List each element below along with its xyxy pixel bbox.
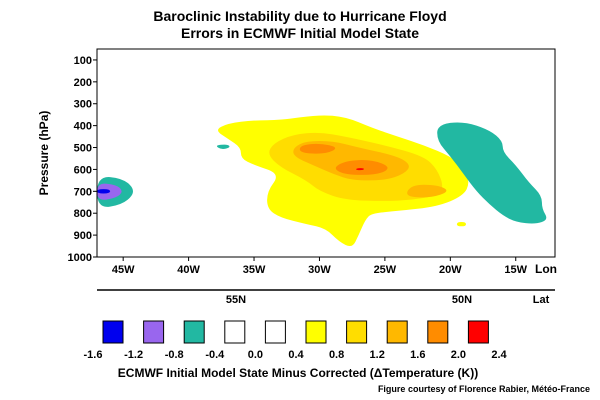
legend-swatch [224,320,246,344]
legend-swatch [427,320,449,344]
latitude-axis: 55N 50N Lat [97,289,555,306]
lat-label: Lat [533,294,550,306]
y-tick-label: 900 [74,230,92,242]
legend-swatch [102,320,124,344]
x-tick-label: 20W [439,264,462,276]
legend-tick-label: -1.6 [84,349,103,361]
contour-region [299,143,336,154]
x-tick-label: 45W [112,264,135,276]
legend-swatch [467,320,489,344]
contour-region [97,189,111,194]
contour-region [437,122,547,224]
legend-tick-label: 1.6 [410,349,425,361]
legend-tick-label: 2.0 [451,349,466,361]
y-tick-label: 300 [74,99,92,111]
lon-label: Lon [535,262,557,276]
figure-credit: Figure courtesy of Florence Rabier, Mété… [378,384,590,394]
chart-title: Baroclinic Instability due to Hurricane … [153,8,446,24]
legend-swatch [346,320,368,344]
chart-subtitle: Errors in ECMWF Initial Model State [181,25,419,41]
y-axis: 100 200 300 400 500 600 700 800 900 1000 [68,55,97,264]
legend-swatch [143,320,165,344]
legend-tick-label: -0.8 [165,349,184,361]
legend-swatch [305,320,327,344]
contour-region [356,168,364,171]
y-tick-label: 200 [74,77,92,89]
y-tick-label: 1000 [68,252,92,264]
contour-region [335,160,388,175]
legend-tick-label: 0.4 [288,349,304,361]
y-tick-label: 400 [74,121,92,133]
y-tick-label: 700 [74,186,92,198]
legend-tick-label: -1.2 [124,349,143,361]
legend-tick-label: 1.2 [370,349,385,361]
y-tick-label: 600 [74,164,92,176]
x-tick-label: 40W [177,264,200,276]
y-tick-label: 100 [74,55,92,67]
legend-tick-label: 0.8 [329,349,344,361]
y-tick-label: 800 [74,208,92,220]
legend-swatch [386,320,408,344]
x-tick-label: 30W [308,264,331,276]
legend-tick-label: 0.0 [248,349,263,361]
legend-swatch [183,320,205,344]
x-tick-label: 15W [504,264,527,276]
lat-tick-55n: 55N [226,294,246,306]
y-tick-label: 500 [74,143,92,155]
lat-tick-50n: 50N [452,294,472,306]
legend-tick-label: 2.4 [491,349,507,361]
x-tick-label: 35W [243,264,266,276]
plot-frame [96,48,556,258]
contour-region [216,144,230,149]
x-tick-label: 25W [374,264,397,276]
plot-area [96,48,556,258]
contour-regions [97,115,547,247]
contour-region [407,184,447,198]
legend-swatch [264,320,286,344]
y-axis-label: Pressure (hPa) [37,111,51,196]
color-legend: -1.6 -1.2 -0.8 -0.4 0.0 0.4 0.8 1.2 1.6 2.0 2.4 [84,320,508,361]
legend-tick-label: -0.4 [205,349,225,361]
x-axis-longitude: 45W 40W 35W 30W 25W 20W 15W [112,257,528,276]
x-axis-label: ECMWF Initial Model State Minus Correcte… [118,366,478,380]
contour-region [456,222,466,227]
